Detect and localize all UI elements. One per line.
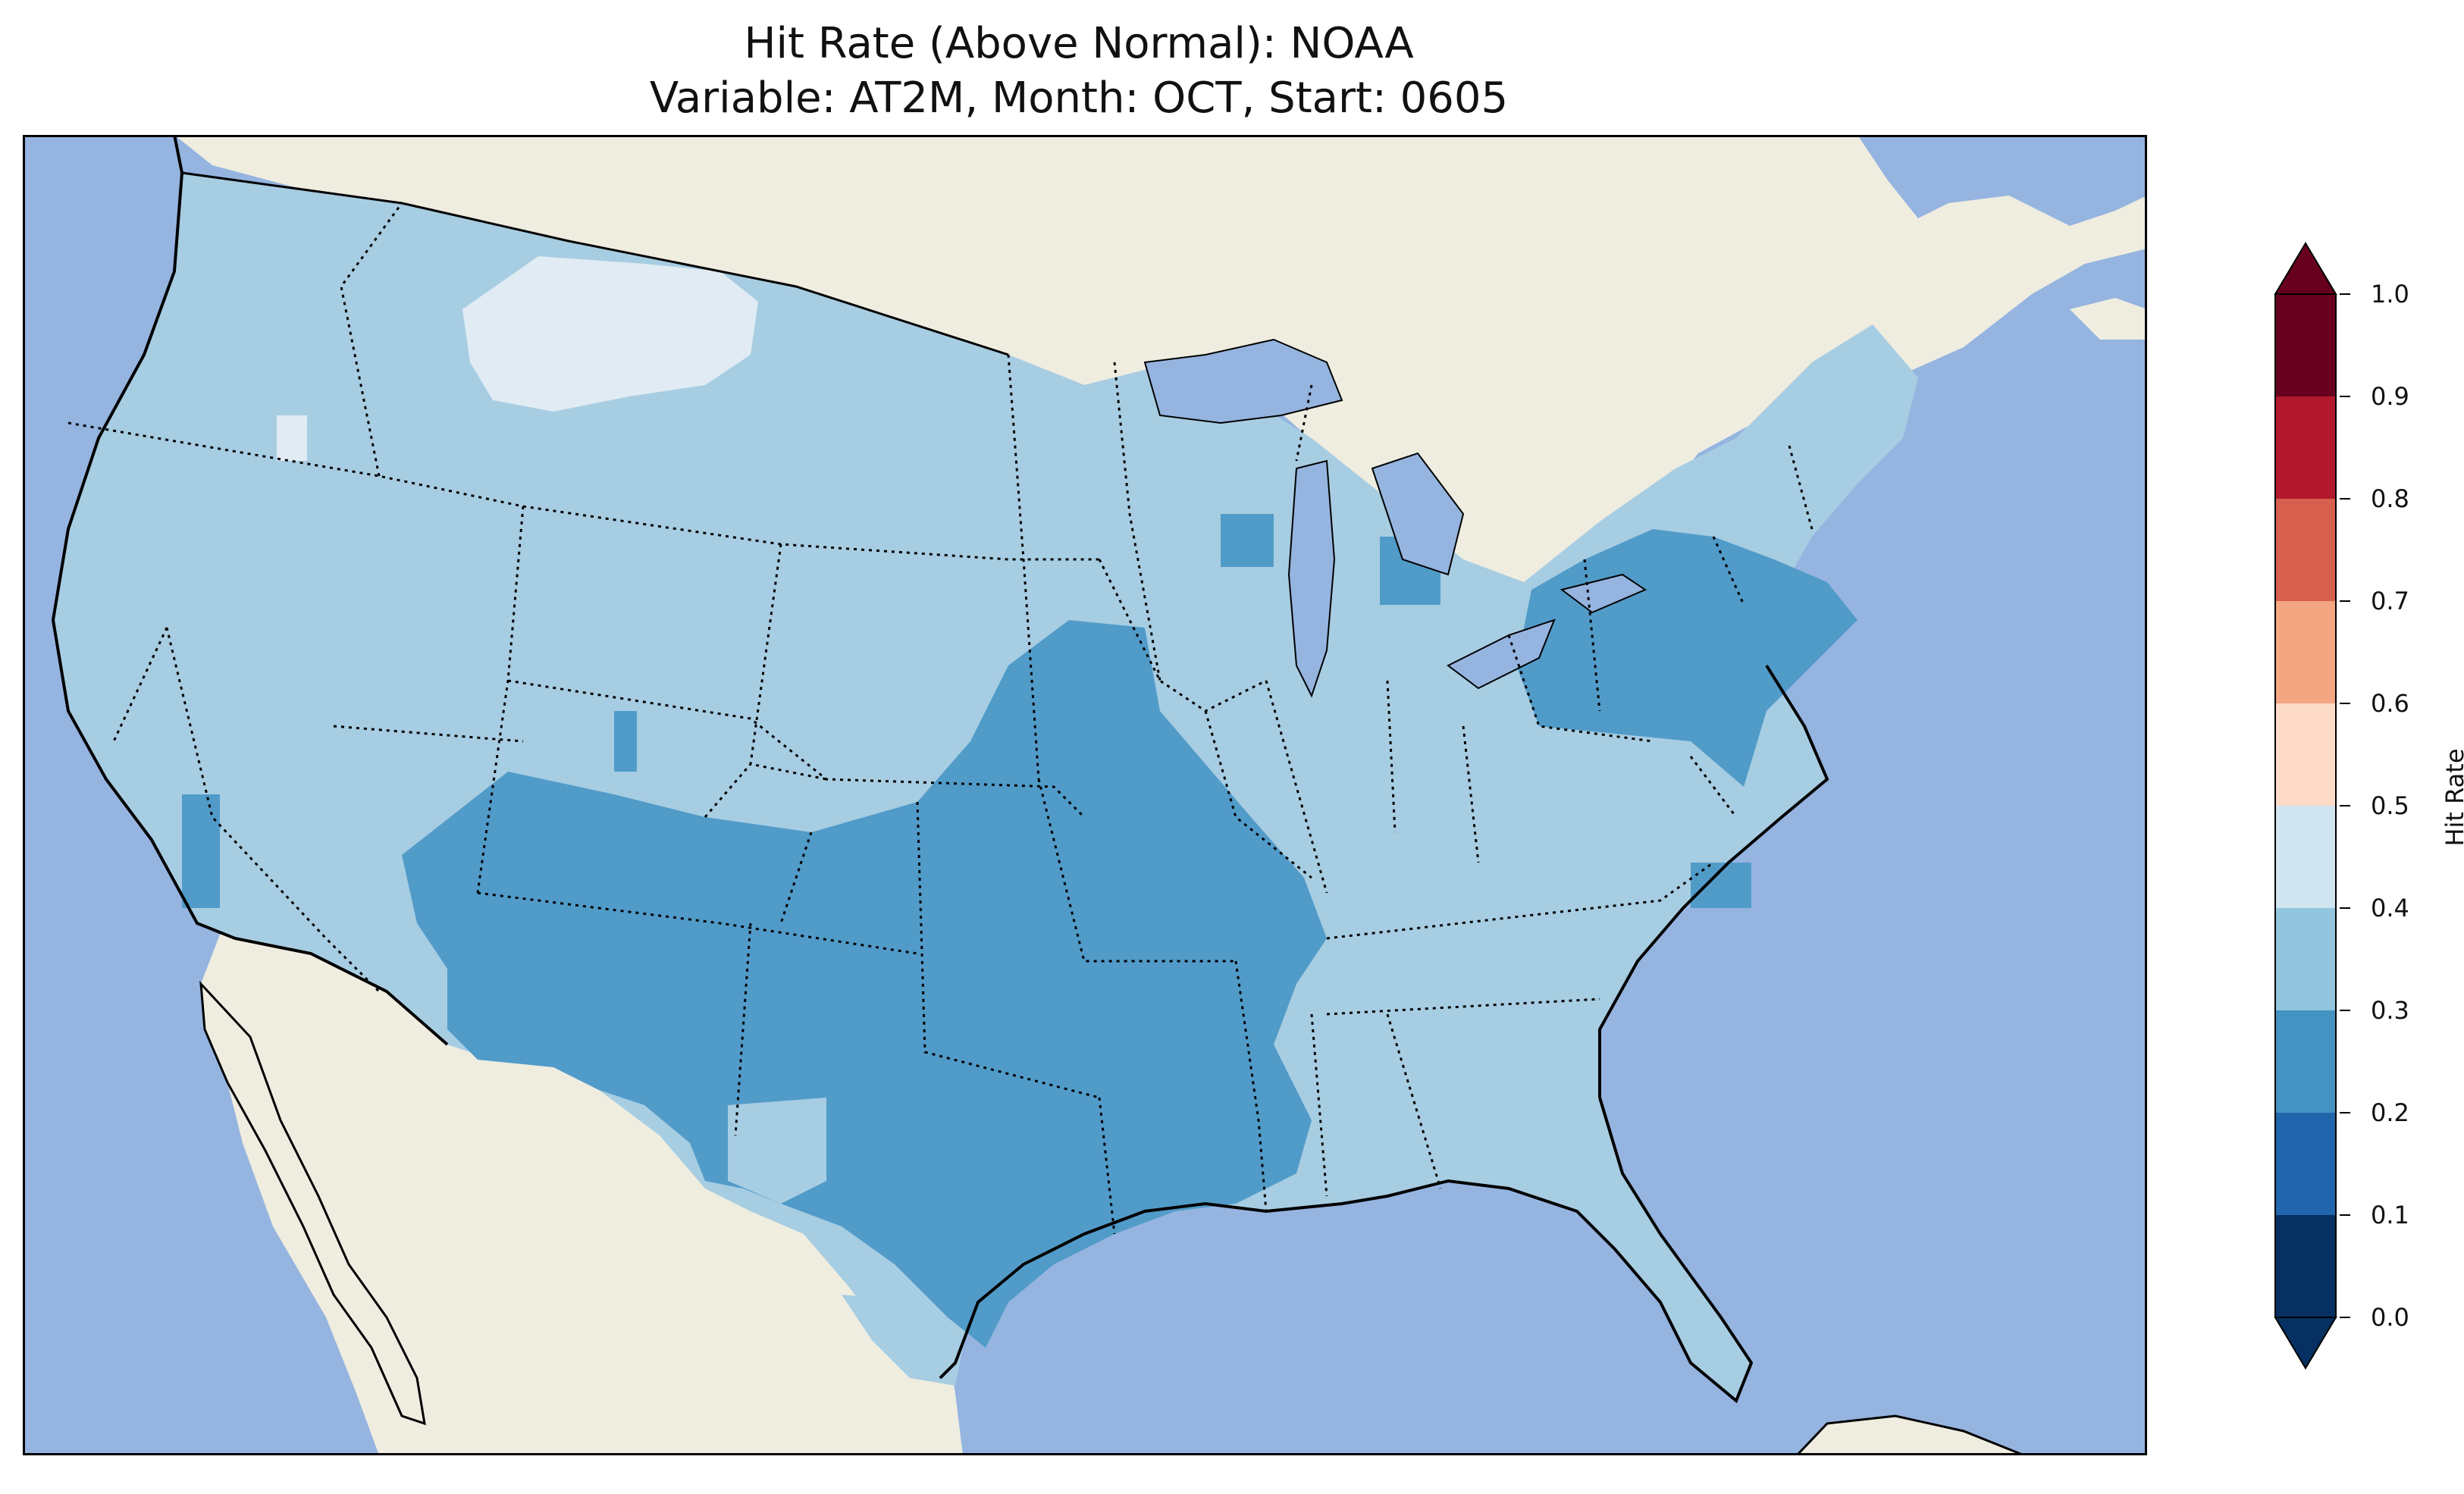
colorbar-bins (2275, 294, 2336, 1317)
colorbar-frame (2274, 293, 2337, 1318)
colorbar-tick (2340, 907, 2350, 909)
us-region-0.4-0.5-idaho (277, 415, 307, 461)
colorbar-tick-label: 0.5 (2371, 791, 2409, 820)
us-region-0.2-0.3-utah (614, 711, 637, 772)
colorbar-tick-label: 0.8 (2371, 484, 2409, 513)
colorbar-tick (2340, 1214, 2350, 1216)
map-title: Hit Rate (Above Normal): NOAA Variable: … (0, 17, 2158, 126)
us-region-0.3-0.4-tx-south (842, 1295, 963, 1386)
colorbar-tick-label: 0.4 (2371, 894, 2409, 922)
us-hit-rate-fill (53, 173, 1918, 1401)
us-region-0.2-0.3-nevada (182, 794, 220, 908)
map-frame (23, 135, 2147, 1455)
state-borders (67, 202, 1814, 1235)
colorbar-bin (2275, 908, 2336, 1010)
us-region-0.2-0.3-south (402, 620, 1327, 1348)
map-panel (23, 135, 2147, 1455)
colorbar (2274, 242, 2337, 1370)
colorbar-tick (2340, 1317, 2350, 1318)
colorbar-tick-label: 1.0 (2371, 280, 2409, 309)
baja-land (199, 980, 426, 1426)
colorbar-extend-top (2274, 242, 2337, 295)
colorbar-tick-label: 0.7 (2371, 587, 2409, 615)
maritimes-land (2070, 298, 2147, 340)
colorbar-bin (2275, 1113, 2336, 1215)
title-line-1: Hit Rate (Above Normal): NOAA (744, 19, 1414, 68)
map-svg (23, 135, 2147, 1455)
colorbar-tick (2340, 703, 2350, 704)
colorbar-tick-label: 0.3 (2371, 996, 2409, 1025)
great-lakes (1143, 338, 1647, 698)
us-region-0.2-0.3-wisconsin (1221, 514, 1274, 567)
colorbar-tick-label: 0.9 (2371, 382, 2409, 411)
us-canada-border (181, 171, 1009, 356)
colorbar-bin (2275, 1010, 2336, 1113)
colorbar-tick-label: 0.6 (2371, 689, 2409, 718)
cuba-land (1795, 1414, 2025, 1455)
colorbar-tick-label: 0.1 (2371, 1201, 2409, 1229)
lake-ontario (1560, 573, 1647, 614)
colorbar-title: Hit Rate (2440, 748, 2464, 847)
colorbar-tick (2340, 805, 2350, 807)
lake-huron (1371, 452, 1465, 576)
colorbar-bin (2275, 294, 2336, 396)
lake-superior (1143, 338, 1343, 424)
colorbar-bin (2275, 703, 2336, 806)
us-region-0.4-0.5-montana (462, 256, 758, 412)
colorbar-tick (2340, 1010, 2350, 1011)
lake-erie (1447, 619, 1556, 690)
colorbar-bin (2275, 499, 2336, 601)
colorbar-tick (2340, 396, 2350, 397)
colorbar-tick (2340, 600, 2350, 602)
colorbar-bin (2275, 806, 2336, 908)
colorbar-tick-label: 0.2 (2371, 1098, 2409, 1127)
colorbar-extend-bottom (2274, 1317, 2337, 1370)
colorbar-tick (2340, 293, 2350, 295)
colorbar-bin (2275, 1215, 2336, 1317)
colorbar-tick (2340, 1112, 2350, 1113)
us-coastline (51, 135, 1829, 1404)
lake-michigan (1287, 459, 1336, 698)
title-line-2: Variable: AT2M, Month: OCT, Start: 0605 (649, 74, 1509, 123)
colorbar-tick (2340, 498, 2350, 500)
us-region-0.3-0.4-tx-pocket (728, 1098, 826, 1204)
colorbar-tick-label: 0.0 (2371, 1303, 2409, 1332)
colorbar-bin (2275, 396, 2336, 499)
colorbar-bin (2275, 601, 2336, 703)
